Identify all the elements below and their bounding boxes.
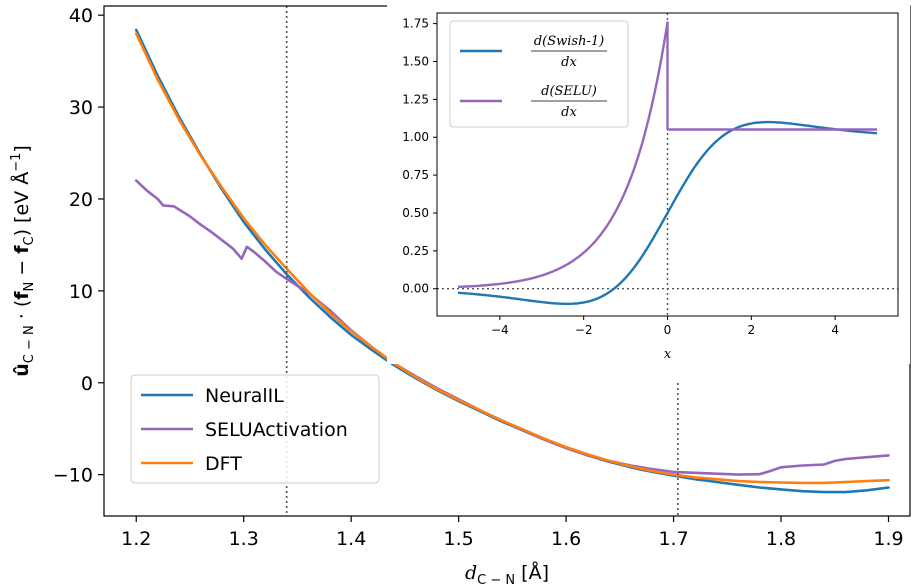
- x-tick-label: 1.9: [873, 528, 903, 550]
- x-tick-label: 1.2: [121, 528, 151, 550]
- series-line-dft: [134, 32, 890, 485]
- inset-legend-denominator: dx: [561, 105, 577, 120]
- inset-legend-numerator: d(SELU): [541, 84, 597, 99]
- inset-x-tick-label: 0: [664, 323, 672, 337]
- main-y-axis-label: ûC − N · (fN − fC) [eV Å−1]: [9, 145, 37, 377]
- inset-y-tick-label: 1.25: [402, 92, 429, 106]
- x-tick-label: 1.8: [766, 528, 796, 550]
- legend-box: [130, 374, 380, 484]
- y-tick-label: 40: [69, 5, 93, 27]
- x-tick-label: 1.4: [336, 528, 366, 550]
- x-tick-label: 1.3: [229, 528, 259, 550]
- inset-x-tick-label: −2: [575, 323, 593, 337]
- y-tick-label: 20: [69, 189, 93, 211]
- inset-y-tick-label: 1.00: [402, 130, 429, 144]
- inset-y-tick-label: 0.50: [402, 206, 429, 220]
- inset-series-line-dswish: [457, 120, 878, 306]
- inset-x-axis-label: x: [664, 347, 672, 362]
- y-tick-label: 30: [69, 97, 93, 119]
- inset-series-line-dselu: [457, 21, 877, 289]
- inset-y-tick-label: 1.50: [402, 54, 429, 68]
- inset-plot: −4 −2 0 2 4 0.00 0.25 0.50 0.75 1.00 1.25 1.50 1.75…: [387, 5, 910, 364]
- inset-legend-denominator: dx: [561, 55, 577, 70]
- inset-legend-numerator: d(Swish-1): [534, 34, 604, 49]
- x-tick-label: 1.5: [444, 528, 474, 550]
- y-tick-label: 10: [69, 281, 93, 303]
- x-tick-label: 1.7: [658, 528, 688, 550]
- main-legend: NeuralIL SELUActivation DFT: [130, 374, 380, 484]
- inset-legend: d(Swish-1) dx d(SELU) dx: [449, 20, 629, 128]
- main-x-axis-label: dC − N [Å]: [465, 561, 549, 584]
- inset-y-tick-label: 0.75: [402, 168, 429, 182]
- inset-x-tick-label: 4: [831, 323, 839, 337]
- inset-x-tick-label: −4: [491, 323, 509, 337]
- legend-label: NeuralIL: [205, 385, 284, 407]
- inset-x-tick-label: 2: [747, 323, 755, 337]
- inset-y-tick-label: 1.75: [402, 17, 429, 31]
- y-tick-label: −10: [53, 465, 93, 487]
- legend-label: SELUActivation: [205, 419, 348, 441]
- y-tick-label: 0: [81, 373, 93, 395]
- inset-y-tick-label: 0.00: [402, 282, 429, 296]
- x-tick-label: 1.6: [551, 528, 581, 550]
- legend-label: DFT: [205, 453, 242, 475]
- inset-y-tick-label: 0.25: [402, 244, 429, 258]
